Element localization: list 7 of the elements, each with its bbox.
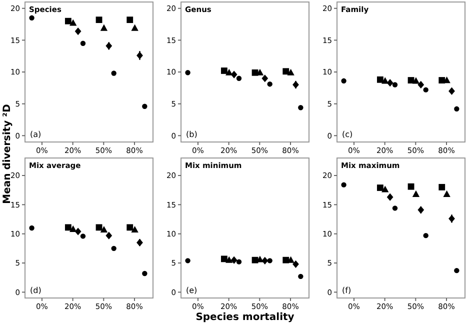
annotation: (f) — [342, 286, 352, 295]
annotation: (b) — [186, 130, 198, 139]
annotation: (c) — [342, 130, 353, 139]
annotation: (d) — [30, 286, 42, 295]
annotation: (e) — [186, 286, 198, 295]
x-axis-title: Species mortality — [196, 312, 295, 323]
annotation: (a) — [30, 130, 42, 139]
